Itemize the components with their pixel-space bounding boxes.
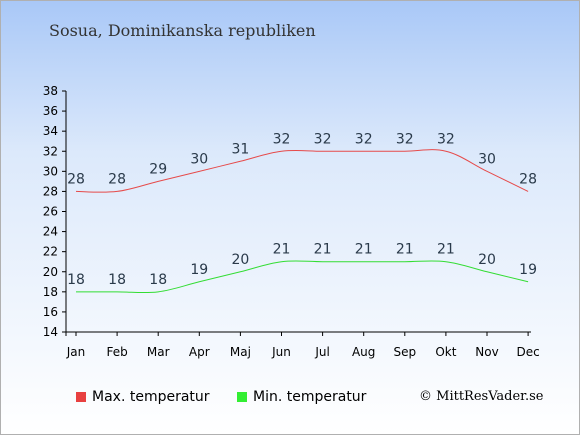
min-data-label: 21 — [396, 242, 414, 258]
min-temperature-line — [76, 260, 529, 294]
min-data-label: 19 — [519, 262, 537, 278]
min-data-label: 18 — [108, 272, 126, 288]
max-temperature-line — [75, 149, 529, 193]
x-tick-label: Aug — [352, 345, 375, 359]
y-tick-label: 38 — [43, 84, 58, 98]
x-tick-label: Okt — [435, 345, 456, 359]
x-tick-label: Feb — [106, 345, 127, 359]
y-tick-label: 24 — [43, 225, 58, 239]
x-tick-label: Nov — [475, 345, 498, 359]
y-tick-label: 14 — [43, 325, 58, 339]
legend-label-max: Max. temperatur — [92, 389, 210, 405]
legend-swatch-min — [237, 392, 247, 402]
x-tick-label: Jul — [314, 345, 329, 359]
y-tick-label: 30 — [43, 164, 58, 178]
x-tick-label: Sep — [393, 345, 416, 359]
max-series: 28 28 29 30 31 32 32 32 32 32 30 28 — [67, 131, 537, 193]
max-data-label: 32 — [273, 131, 291, 147]
y-tick-label: 26 — [43, 205, 58, 219]
x-tick-label: Dec — [516, 345, 539, 359]
legend-label-min: Min. temperatur — [253, 389, 367, 405]
x-tick-label: Apr — [189, 345, 210, 359]
y-tick-label: 22 — [43, 245, 58, 259]
min-data-label: 20 — [231, 252, 249, 268]
x-tick-label: Maj — [230, 345, 251, 359]
legend-swatch-max — [76, 392, 86, 402]
min-series: 18 18 18 19 20 21 21 21 21 21 20 19 — [67, 242, 537, 294]
y-tick-label: 18 — [43, 285, 58, 299]
min-data-label: 20 — [478, 252, 496, 268]
max-data-label: 32 — [355, 131, 373, 147]
min-data-label: 19 — [190, 262, 208, 278]
max-data-label: 28 — [108, 171, 126, 187]
min-data-label: 21 — [273, 242, 291, 258]
min-data-label: 18 — [149, 272, 167, 288]
max-data-label: 32 — [437, 131, 455, 147]
legend-item-max: Max. temperatur — [76, 389, 210, 405]
max-data-label: 28 — [519, 171, 537, 187]
y-tick-label: 20 — [43, 265, 58, 279]
max-data-label: 29 — [149, 161, 167, 177]
max-data-label: 32 — [396, 131, 414, 147]
min-data-label: 18 — [67, 272, 85, 288]
chart-title: Sosua, Dominikanska republiken — [49, 21, 316, 40]
max-data-label: 31 — [231, 141, 249, 157]
max-data-label: 30 — [478, 151, 496, 167]
legend-item-min: Min. temperatur — [237, 389, 366, 405]
credit-text: © MittResVader.se — [419, 389, 544, 404]
y-tick-label: 34 — [43, 124, 58, 138]
min-data-label: 21 — [437, 242, 455, 258]
max-data-label: 32 — [314, 131, 332, 147]
x-tick-label: Mar — [147, 345, 170, 359]
x-tick-label: Jun — [271, 345, 291, 359]
y-tick-label: 36 — [43, 104, 58, 118]
x-tick-label: Jan — [66, 345, 86, 359]
max-data-label: 28 — [67, 171, 85, 187]
axes: 14 16 18 20 22 24 26 28 30 32 34 36 38 Jan Feb Mar Apr Ma… — [43, 84, 540, 359]
min-data-label: 21 — [355, 242, 373, 258]
y-tick-label: 28 — [43, 184, 58, 198]
y-tick-label: 16 — [43, 305, 58, 319]
min-data-label: 21 — [314, 242, 332, 258]
max-data-label: 30 — [190, 151, 208, 167]
y-tick-label: 32 — [43, 144, 58, 158]
